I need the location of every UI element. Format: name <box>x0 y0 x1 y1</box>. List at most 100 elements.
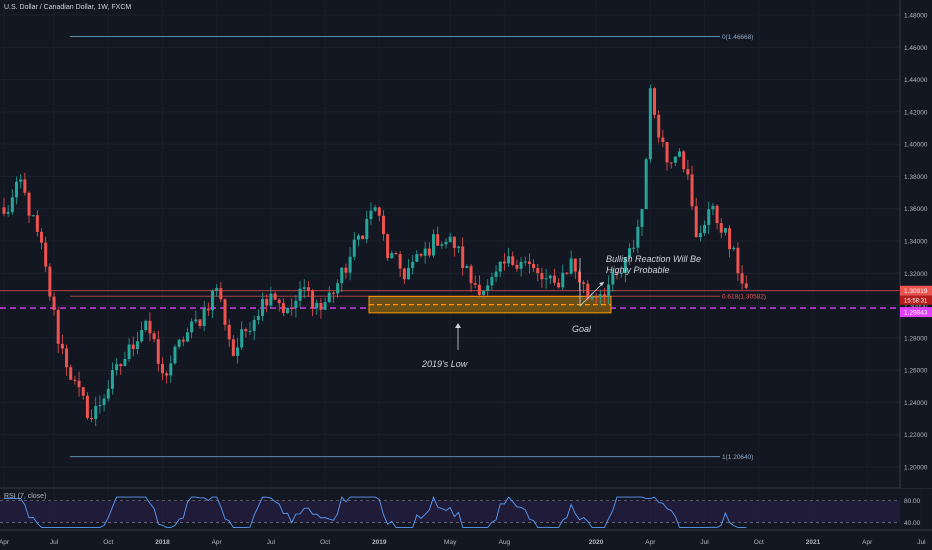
candle-body <box>548 275 552 279</box>
candle-body <box>85 395 89 419</box>
candle-body <box>628 248 631 258</box>
candle-body <box>457 246 461 248</box>
candle <box>369 202 373 226</box>
candle <box>444 238 448 249</box>
price-tick-label: 1.22000 <box>904 432 928 439</box>
candle-body <box>669 162 673 164</box>
candle <box>490 272 494 290</box>
candle-body <box>690 174 694 207</box>
candle <box>540 267 544 289</box>
candle-body <box>110 370 114 389</box>
candle-body <box>640 209 644 227</box>
candle <box>744 275 748 290</box>
candle-body <box>331 292 335 294</box>
candle-body <box>490 277 494 286</box>
candle-body <box>661 137 665 143</box>
candle <box>40 228 44 250</box>
candle <box>682 150 686 173</box>
arrow-diag-line <box>579 281 605 307</box>
candle <box>678 148 682 158</box>
time-tick-label: May <box>444 539 457 546</box>
candle-body <box>294 300 298 308</box>
time-tick-label: 2018 <box>155 539 170 546</box>
candle-body <box>540 273 544 280</box>
candle-body <box>552 275 556 283</box>
candle <box>719 218 723 239</box>
candle <box>127 338 131 362</box>
candle-body <box>73 379 77 381</box>
candle <box>73 375 77 385</box>
candle-body <box>577 271 581 283</box>
candle <box>373 204 377 213</box>
candle-body <box>323 302 327 310</box>
candle <box>615 271 619 280</box>
time-tick-label: Jul <box>267 539 276 546</box>
candle <box>532 259 536 272</box>
candle-body <box>106 388 110 399</box>
candle-body <box>81 387 85 396</box>
candle <box>256 309 260 325</box>
pink-level-value: 1.29843 <box>904 310 928 317</box>
candle-body <box>40 231 44 243</box>
price-tick-label: 1.42000 <box>904 109 928 116</box>
candle <box>386 233 390 261</box>
candle <box>498 261 502 278</box>
candle <box>6 205 10 217</box>
candle-body <box>623 257 627 273</box>
candle-body <box>477 284 481 295</box>
candle <box>223 298 227 331</box>
candle <box>48 263 52 301</box>
chart-title: U.S. Dollar / Canadian Dollar, 1W, FXCM <box>4 4 132 11</box>
candle <box>623 256 627 283</box>
candle-body <box>511 256 515 265</box>
candle-body <box>119 364 123 367</box>
candle-body <box>123 359 127 367</box>
rsi-80-label: 80.00 <box>904 498 921 505</box>
candle-body <box>277 299 281 304</box>
candle <box>465 264 469 269</box>
candle <box>273 291 277 301</box>
candle-body <box>715 205 719 224</box>
candle <box>277 298 281 312</box>
candle-body <box>544 278 548 280</box>
candle <box>486 279 490 296</box>
price-tick-label: 1.40000 <box>904 142 928 149</box>
candle-body <box>515 264 519 269</box>
price-tick-label: 1.20000 <box>904 465 928 472</box>
candle <box>361 235 365 240</box>
price-tick-label: 1.44000 <box>904 77 928 84</box>
candle <box>152 330 156 343</box>
candle-body <box>665 142 669 163</box>
rsi-line <box>4 495 747 528</box>
candle-body <box>156 339 160 364</box>
candle-body <box>740 273 744 284</box>
candle <box>653 87 657 119</box>
candle-body <box>281 303 285 314</box>
candle <box>607 275 611 305</box>
candle <box>77 371 81 397</box>
candle <box>565 272 569 275</box>
candle-body <box>127 344 131 360</box>
candle <box>398 251 402 277</box>
candle <box>344 263 348 279</box>
candle <box>211 289 214 319</box>
candle-body <box>736 247 740 274</box>
candle-body <box>369 210 373 219</box>
rsi-40-label: 40.00 <box>904 520 921 527</box>
candle-body <box>69 367 73 380</box>
candle-body <box>256 315 260 321</box>
candle <box>23 172 27 196</box>
pink-level-tag <box>900 307 932 318</box>
candle <box>315 299 319 315</box>
rsi-band <box>0 500 900 523</box>
price-tick-label: 1.24000 <box>904 400 928 407</box>
low-arrow-head <box>455 323 461 328</box>
candle <box>352 232 356 261</box>
candle-body <box>315 302 319 309</box>
goal-text: Goal <box>572 324 592 334</box>
candle <box>298 281 302 308</box>
candle-body <box>52 296 56 310</box>
price-tick-label: 1.34000 <box>904 239 928 246</box>
bullish-text-2: Highly Probable <box>606 265 670 275</box>
